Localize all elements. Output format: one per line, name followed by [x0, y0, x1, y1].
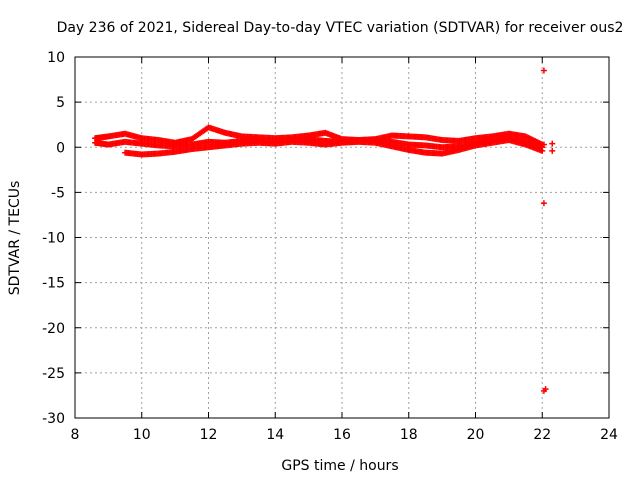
outlier-point — [549, 147, 556, 154]
x-tick-label: 20 — [467, 427, 485, 443]
y-tick-label: 5 — [56, 95, 65, 111]
outlier-point — [540, 67, 547, 74]
outlier-point — [540, 387, 547, 394]
y-tick-label: -30 — [42, 411, 65, 427]
y-tick-label: 0 — [56, 140, 65, 156]
data-point — [539, 147, 546, 154]
x-tick-label: 8 — [71, 427, 80, 443]
outlier-point — [540, 200, 547, 207]
x-tick-label: 24 — [600, 427, 618, 443]
x-tick-label: 12 — [200, 427, 218, 443]
chart-title: Day 236 of 2021, Sidereal Day-to-day VTE… — [57, 20, 624, 36]
x-tick-label: 18 — [400, 427, 418, 443]
x-tick-label: 16 — [333, 427, 351, 443]
outlier-point — [549, 140, 556, 147]
x-tick-label: 14 — [266, 427, 284, 443]
grid-lines — [75, 57, 609, 418]
outlier-point — [540, 141, 547, 148]
x-tick-label: 10 — [133, 427, 151, 443]
y-tick-label: -25 — [42, 366, 65, 382]
y-tick-label: -5 — [51, 185, 65, 201]
data-points — [92, 67, 556, 394]
x-tick-label: 22 — [533, 427, 551, 443]
x-axis-label: GPS time / hours — [281, 458, 398, 474]
y-axis: 10 5 0 -5 -10 -15 -20 -25 -30 — [42, 50, 609, 427]
y-tick-label: 10 — [47, 50, 65, 66]
y-axis-label: SDTVAR / TECUs — [7, 181, 23, 296]
y-tick-label: -10 — [42, 231, 65, 247]
x-axis: 8 10 12 14 16 18 20 22 24 — [71, 57, 618, 443]
y-tick-label: -15 — [42, 276, 65, 292]
y-tick-label: -20 — [42, 321, 65, 337]
